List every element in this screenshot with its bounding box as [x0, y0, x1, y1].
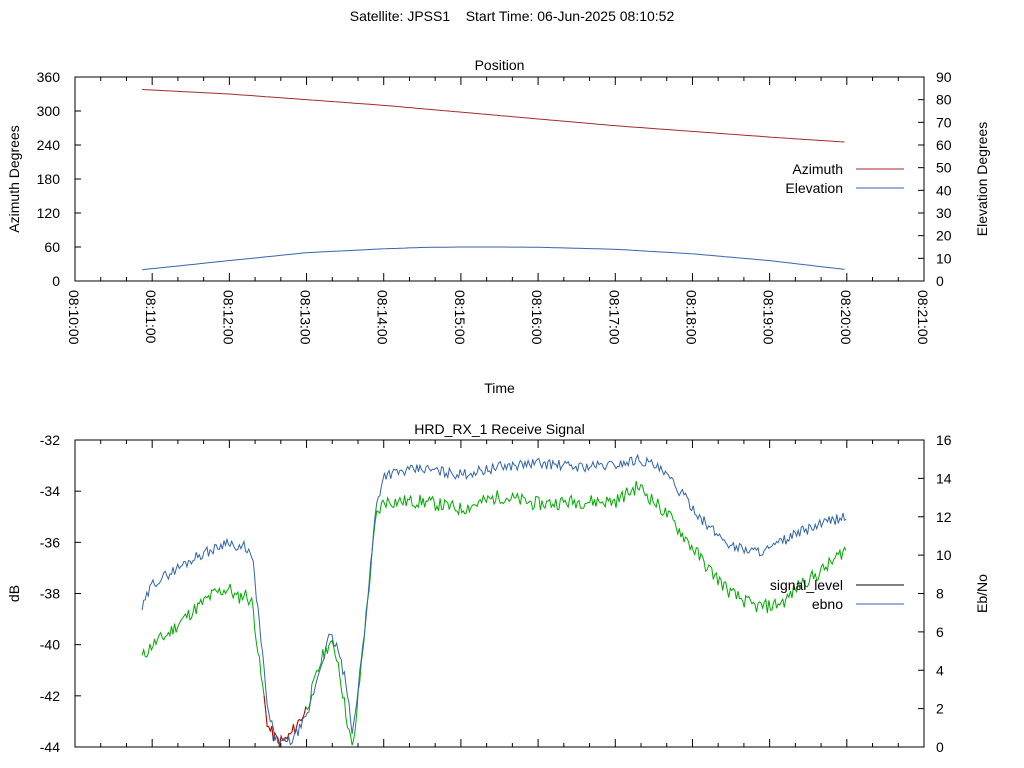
signal-level-line: [141, 480, 847, 747]
y2-tick-label: 40: [936, 182, 952, 198]
receive-signal-chart: HRD_RX_1 Receive Signal -44 -42 -40 -38 -36 -3…: [6, 421, 990, 755]
x-tick-label: 08:13:00: [298, 290, 314, 345]
ebno-line: [141, 453, 847, 746]
signal-title: HRD_RX_1 Receive Signal: [414, 421, 584, 437]
y-axis-label: Azimuth Degrees: [6, 125, 22, 232]
y2-tick-label: 4: [936, 662, 944, 678]
x-tick-label: 08:15:00: [452, 290, 468, 345]
y-tick-label: 240: [37, 137, 61, 153]
y2-tick-label: 90: [936, 69, 952, 85]
y-tick-label: -38: [40, 586, 60, 602]
y2-tick-label: 10: [936, 547, 952, 563]
x-tick-label: 08:19:00: [761, 290, 777, 345]
y2-tick-label: 6: [936, 624, 944, 640]
x-tick-label: 08:20:00: [838, 290, 854, 345]
y2-tick-label: 70: [936, 114, 952, 130]
satellite-label: Satellite: JPSS1: [349, 8, 451, 24]
y-tick-label: 360: [37, 69, 61, 85]
legend-elevation-label: Elevation: [785, 180, 843, 196]
azimuth-line: [142, 89, 845, 143]
y-tick-label: -42: [40, 688, 60, 704]
x-axis-label: Time: [484, 380, 515, 396]
x-tick-label: 08:17:00: [606, 290, 622, 345]
y2-tick-label: 0: [936, 739, 944, 755]
start-time-label: Start Time: 06-Jun-2025 08:10:52: [465, 8, 675, 24]
y-tick-label: -32: [40, 432, 60, 448]
x-tick-label: 08:10:00: [66, 290, 82, 345]
signal-plot-frame: [74, 439, 925, 748]
y-tick-label: 300: [37, 103, 61, 119]
y2-tick-label: 12: [936, 509, 952, 525]
y-tick-label: -44: [40, 739, 60, 755]
y2-tick-label: 80: [936, 92, 952, 108]
position-plot-frame: [74, 76, 925, 282]
y2-tick-label: 0: [936, 273, 944, 289]
y-tick-label: 0: [52, 273, 60, 289]
y2-tick-label: 14: [936, 470, 952, 486]
main-title: Satellite: JPSS1 Start Time: 06-Jun-2025…: [0, 8, 1024, 24]
y2-axis-label: Eb/No: [974, 574, 990, 613]
y-tick-label: -36: [40, 534, 60, 550]
y2-tick-label: 30: [936, 205, 952, 221]
y-axis-label: dB: [6, 585, 22, 602]
legend-ebno-label: ebno: [812, 596, 843, 612]
y2-tick-label: 2: [936, 701, 944, 717]
position-title: Position: [475, 57, 525, 73]
y-tick-label: 60: [44, 239, 60, 255]
y2-tick-label: 10: [936, 250, 952, 266]
y-tick-label: -40: [40, 637, 60, 653]
y2-tick-label: 16: [936, 432, 952, 448]
legend-signal-level-label: signal_level: [770, 577, 843, 593]
y2-tick-label: 8: [936, 586, 944, 602]
x-tick-label: 08:18:00: [683, 290, 699, 345]
x-tick-label: 08:12:00: [220, 290, 236, 345]
y2-tick-label: 60: [936, 137, 952, 153]
position-chart: Position 0 60 120 180 240 300 360 0 10 20 30 40 50 60 7…: [6, 57, 990, 396]
x-tick-label: 08:16:00: [529, 290, 545, 345]
y2-axis-label: Elevation Degrees: [974, 122, 990, 236]
x-tick-label: 08:21:00: [915, 290, 931, 345]
legend-azimuth-label: Azimuth: [792, 161, 843, 177]
y-tick-label: 180: [37, 171, 61, 187]
y-tick-label: 120: [37, 205, 61, 221]
elevation-line: [142, 246, 845, 271]
x-tick-label: 08:11:00: [143, 290, 159, 344]
y-tick-label: -34: [40, 483, 60, 499]
x-tick-label: 08:14:00: [375, 290, 391, 345]
y2-tick-label: 20: [936, 228, 952, 244]
y2-tick-label: 50: [936, 160, 952, 176]
